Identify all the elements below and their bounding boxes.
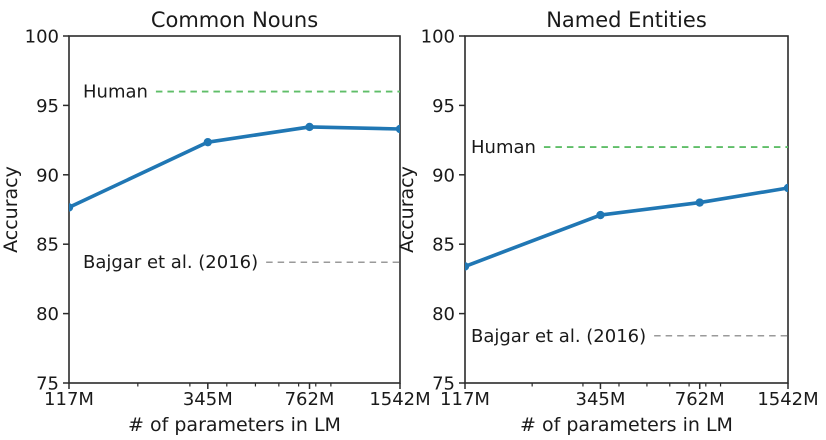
baseline-label: Bajgar et al. (2016) xyxy=(83,252,258,273)
y-tick-label: 75 xyxy=(36,374,59,395)
x-axis-label: # of parameters in LM xyxy=(520,414,733,436)
x-tick-label: 1542M xyxy=(757,389,818,410)
y-axis-label: Accuracy xyxy=(0,166,22,253)
y-tick-label: 95 xyxy=(36,96,59,117)
human-label: Human xyxy=(471,137,536,158)
data-point-marker xyxy=(596,210,605,220)
y-tick-label: 85 xyxy=(36,235,59,256)
baseline-label: Bajgar et al. (2016) xyxy=(471,326,646,347)
plot-frame xyxy=(464,35,789,384)
y-tick-label: 95 xyxy=(432,96,455,117)
panel-title: Common Nouns xyxy=(151,8,318,32)
x-tick-label: 117M xyxy=(440,389,490,410)
y-axis-label: Accuracy xyxy=(396,166,418,253)
y-tick-label: 80 xyxy=(432,304,455,325)
x-axis-label: # of parameters in LM xyxy=(128,414,341,436)
human-label: Human xyxy=(83,82,148,103)
y-tick-label: 80 xyxy=(36,304,59,325)
y-tick-label: 100 xyxy=(421,27,455,48)
x-tick-label: 762M xyxy=(285,389,335,410)
accuracy-line xyxy=(465,186,788,269)
x-tick-label: 345M xyxy=(183,389,233,410)
panel-title: Named Entities xyxy=(546,8,707,32)
data-point-marker xyxy=(305,122,314,132)
accuracy-line xyxy=(69,125,400,210)
y-tick-label: 85 xyxy=(432,235,455,256)
data-point-marker xyxy=(783,183,788,193)
x-tick-label: 117M xyxy=(44,389,94,410)
data-point-marker xyxy=(69,203,74,212)
y-tick-label: 75 xyxy=(432,374,455,395)
data-point-marker xyxy=(695,198,704,207)
y-tick-label: 90 xyxy=(432,165,455,186)
x-tick-label: 762M xyxy=(675,389,725,410)
y-tick-label: 100 xyxy=(25,27,59,48)
data-point-marker xyxy=(203,137,213,147)
x-tick-label: 345M xyxy=(576,389,626,410)
y-tick-label: 90 xyxy=(36,165,59,186)
data-point-marker xyxy=(465,262,470,271)
data-point-marker xyxy=(395,124,400,134)
x-tick-label: 1542M xyxy=(369,389,430,410)
